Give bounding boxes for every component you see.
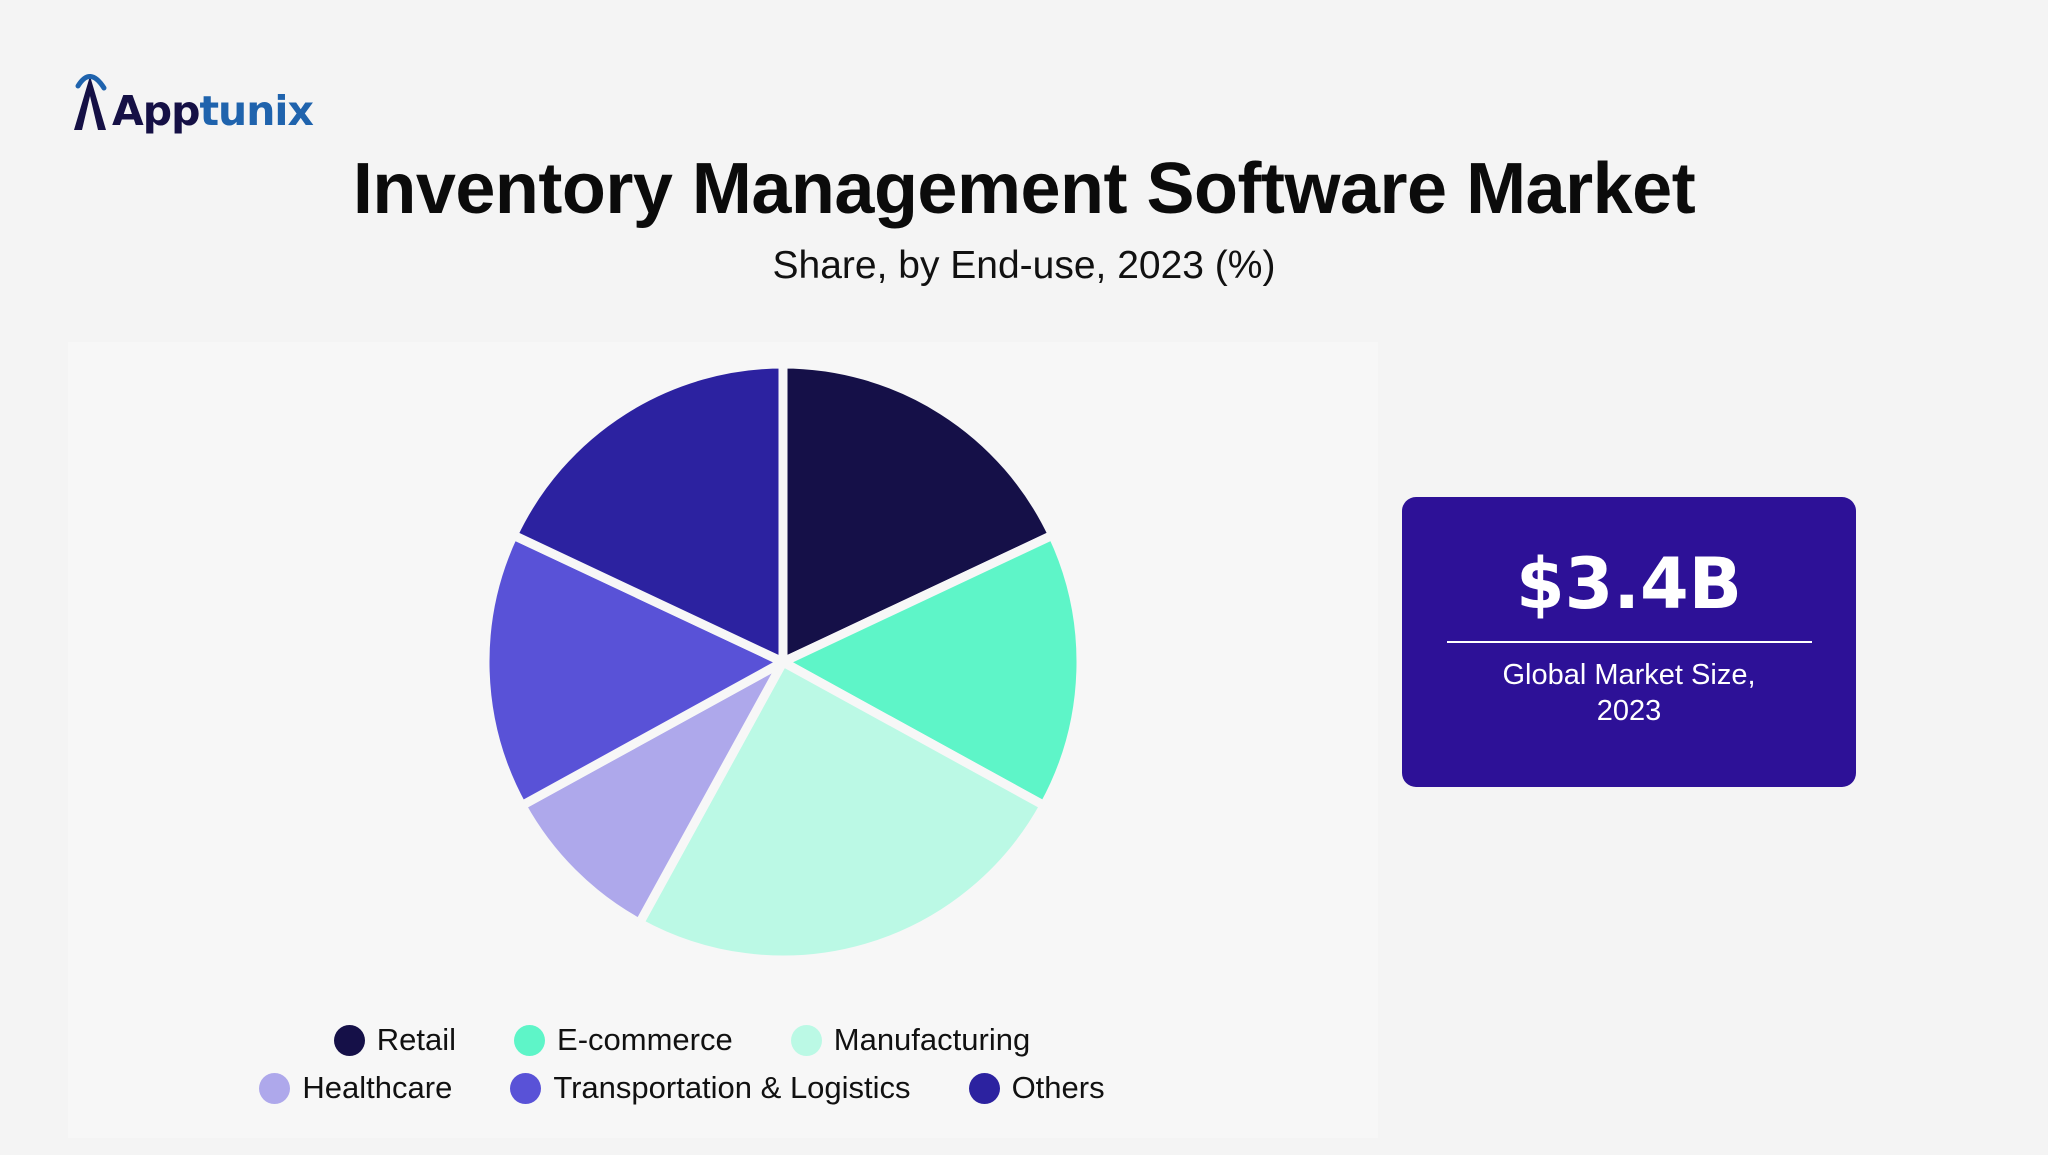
chart-panel — [68, 342, 1378, 1138]
pie-chart — [480, 359, 1086, 965]
legend-row: Retail E-commerce Manufacturing — [0, 1016, 1364, 1064]
legend-swatch — [790, 1024, 822, 1056]
legend-swatch — [514, 1024, 546, 1056]
legend-label: Transportation & Logistics — [553, 1070, 911, 1105]
legend-label: E-commerce — [557, 1022, 733, 1057]
market-size-card: $3.4B Global Market Size, 2023 — [1402, 497, 1856, 787]
market-size-value: $3.4B — [1515, 543, 1743, 625]
legend-row: Healthcare Transportation & Logistics Ot… — [0, 1064, 1364, 1112]
pie-slice-transportation-logistics — [480, 530, 788, 811]
market-size-label: Global Market Size, 2023 — [1502, 659, 1756, 727]
chart-legend: Retail E-commerce Manufacturing Healthca… — [0, 1016, 1364, 1112]
pie-slice-healthcare — [517, 657, 788, 928]
legend-swatch — [333, 1024, 365, 1056]
chart-title: Inventory Management Software Market — [352, 149, 1696, 229]
legend-label: Others — [1011, 1070, 1105, 1105]
legend-swatch — [968, 1072, 1000, 1104]
logo-arch-icon — [74, 74, 107, 130]
legend-item-manufacturing: Manufacturing — [790, 1022, 1031, 1058]
legend-item-retail: Retail — [333, 1022, 457, 1058]
logo-wordmark: Apptunix — [112, 91, 314, 132]
logo-text-primary: App — [112, 87, 200, 135]
legend-item-ecommerce: E-commerce — [514, 1022, 733, 1058]
legend-label: Retail — [376, 1022, 457, 1057]
pie-slice-others — [508, 359, 788, 667]
legend-swatch — [259, 1072, 291, 1104]
legend-label: Manufacturing — [833, 1022, 1031, 1057]
legend-swatch — [510, 1072, 542, 1104]
brand-logo: Apptunix — [70, 62, 314, 132]
legend-label: Healthcare — [302, 1070, 453, 1105]
legend-item-others: Others — [968, 1070, 1105, 1106]
chart-subtitle: Share, by End-use, 2023 (%) — [772, 244, 1276, 287]
pie-slice-retail — [778, 359, 1058, 667]
pie-slice-manufacturing — [634, 657, 1049, 965]
card-divider — [1446, 641, 1812, 643]
bottom-strip — [0, 1155, 2048, 1166]
logo-text-accent: tunix — [199, 87, 313, 135]
pie-slice-e-commerce — [778, 530, 1086, 811]
legend-item-transportation: Transportation & Logistics — [510, 1070, 911, 1106]
legend-item-healthcare: Healthcare — [259, 1070, 452, 1106]
